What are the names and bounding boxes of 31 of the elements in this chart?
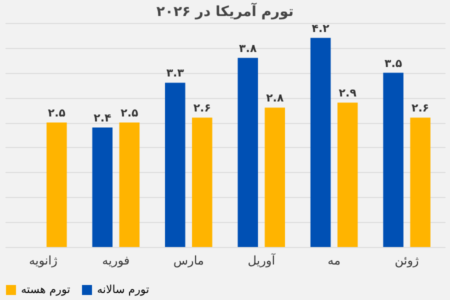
x-tick-label: فوریه: [102, 254, 130, 268]
chart-title: تورم آمریکا در ۲۰۲۶: [156, 2, 294, 20]
x-tick-label: مه: [328, 254, 341, 268]
data-label: ۴.۲: [312, 22, 330, 35]
data-label: ۲.۹: [338, 86, 357, 100]
legend-label: تورم هسته: [21, 283, 70, 296]
bar: [337, 102, 358, 247]
data-label: ۲.۶: [412, 102, 430, 115]
data-label: ۲.۶: [193, 102, 211, 115]
bar: [92, 128, 113, 247]
x-tick-label: مارس: [173, 254, 204, 268]
x-tick-label: ژوئن: [394, 254, 420, 268]
data-label: ۳.۵: [384, 56, 402, 70]
bar: [410, 118, 430, 247]
data-label: ۲.۵: [120, 106, 139, 120]
x-tick-label: ژانویه: [28, 254, 58, 268]
bar: [310, 38, 331, 247]
bar: [383, 72, 404, 247]
legend-label: تورم سالانه: [97, 283, 150, 296]
data-label: ۳.۳: [166, 66, 184, 80]
bar: [238, 58, 258, 247]
bar: [192, 118, 212, 247]
data-label: ۲.۵: [48, 106, 66, 120]
data-label: ۲.۸: [266, 92, 284, 105]
bar: [46, 122, 67, 247]
data-label: ۳.۸: [239, 42, 257, 55]
bar: [119, 122, 140, 247]
bar: [165, 82, 186, 247]
x-tick-label: آوریل: [248, 252, 276, 268]
bar: [264, 108, 285, 247]
data-label: ۲.۴: [94, 112, 112, 125]
